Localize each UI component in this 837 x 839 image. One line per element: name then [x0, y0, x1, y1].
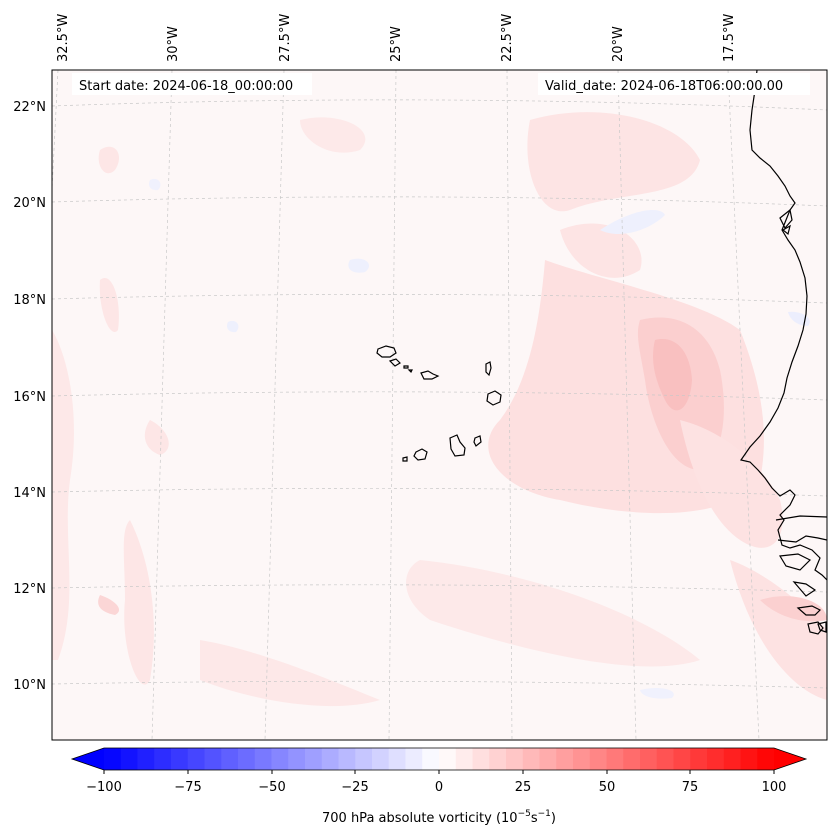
colorbar-cell [271, 748, 289, 770]
colorbar-cell [305, 748, 323, 770]
colorbar-cell [757, 748, 775, 770]
colorbar: −100 −75 −50 −25 0 25 50 75 100 700 hPa … [70, 747, 808, 826]
colorbar-cell [673, 748, 691, 770]
colorbar-cell [506, 748, 524, 770]
lon-label: 17.5°W [722, 14, 737, 62]
colorbar-title-main: 700 hPa absolute vorticity (10 [322, 811, 518, 826]
map-frame [51, 69, 828, 741]
valid-date-label: Valid_date: 2024-06-18T06:00:00.00 [545, 79, 783, 94]
colorbar-cell [372, 748, 390, 770]
colorbar-tick-label: 0 [435, 780, 443, 795]
colorbar-cell [690, 748, 708, 770]
start-date-label: Start date: 2024-06-18_00:00:00 [79, 79, 293, 94]
colorbar-cell [238, 748, 256, 770]
coastline [376, 70, 827, 635]
colorbar-cell [338, 748, 356, 770]
lon-label: 20°W [611, 26, 626, 62]
colorbar-cell [120, 748, 138, 770]
colorbar-tick-label: −50 [258, 780, 285, 795]
start-date-box [72, 73, 312, 95]
colorbar-cell [589, 748, 607, 770]
colorbar-cell [137, 748, 155, 770]
lat-label: 20°N [13, 196, 46, 211]
lon-label: 27.5°W [278, 14, 293, 62]
colorbar-cell [472, 748, 490, 770]
colorbar-cell [154, 748, 172, 770]
colorbar-cell [321, 748, 339, 770]
colorbar-max-extend-arrow [774, 748, 806, 770]
colorbar-cell [573, 748, 591, 770]
colorbar-cell [221, 748, 239, 770]
colorbar-cell [422, 748, 440, 770]
colorbar-tick-labels: −100 −75 −50 −25 0 25 50 75 100 [86, 780, 786, 795]
lat-label: 22°N [13, 100, 46, 115]
lat-label: 14°N [13, 486, 46, 501]
colorbar-tick-label: 75 [682, 780, 699, 795]
colorbar-cell [723, 748, 741, 770]
colorbar-cell [104, 748, 122, 770]
colorbar-cell [254, 748, 272, 770]
colorbar-cell [606, 748, 624, 770]
vorticity-contours [52, 112, 827, 707]
lon-label: 22.5°W [500, 14, 515, 62]
colorbar-title-end: ) [551, 811, 556, 826]
colorbar-cell [455, 748, 473, 770]
longitude-labels: 32.5°W 30°W 27.5°W 25°W 22.5°W 20°W 17.5… [56, 14, 737, 62]
colorbar-min-extend-arrow [72, 748, 104, 770]
colorbar-cell [405, 748, 423, 770]
colorbar-cell [388, 748, 406, 770]
colorbar-cell [439, 748, 457, 770]
colorbar-cell [171, 748, 189, 770]
colorbar-cell [489, 748, 507, 770]
colorbar-cell [740, 748, 758, 770]
colorbar-tick-label: 100 [762, 780, 787, 795]
colorbar-tick-label: 50 [599, 780, 616, 795]
colorbar-cell [539, 748, 557, 770]
colorbar-cell [522, 748, 540, 770]
colorbar-cell [623, 748, 641, 770]
colorbar-ticks [103, 770, 775, 774]
valid-date-box [538, 73, 810, 95]
colorbar-cells [104, 748, 775, 770]
lon-label: 32.5°W [56, 14, 71, 62]
lon-label: 25°W [389, 26, 404, 62]
colorbar-cell [656, 748, 674, 770]
lon-label: 30°W [166, 26, 181, 62]
lat-label: 18°N [13, 293, 46, 308]
colorbar-tick-label: −75 [174, 780, 201, 795]
colorbar-cell [355, 748, 373, 770]
colorbar-cell [288, 748, 306, 770]
colorbar-title-exp2: −1 [538, 809, 551, 819]
lat-label: 10°N [13, 678, 46, 693]
colorbar-tick-label: −100 [86, 780, 122, 795]
colorbar-tick-label: 25 [515, 780, 532, 795]
graticule [52, 70, 827, 740]
latitude-labels: 22°N 20°N 18°N 16°N 14°N 12°N 10°N [13, 100, 46, 693]
colorbar-title-exp1: −5 [518, 809, 531, 819]
lat-label: 16°N [13, 390, 46, 405]
colorbar-cell [204, 748, 222, 770]
colorbar-cell [707, 748, 725, 770]
colorbar-title-unit: s [531, 811, 538, 826]
lat-label: 12°N [13, 582, 46, 597]
colorbar-cell [640, 748, 658, 770]
colorbar-tick-label: −25 [341, 780, 368, 795]
colorbar-title: 700 hPa absolute vorticity (10−5s−1) [322, 809, 556, 826]
colorbar-cell [187, 748, 205, 770]
colorbar-cell [556, 748, 574, 770]
